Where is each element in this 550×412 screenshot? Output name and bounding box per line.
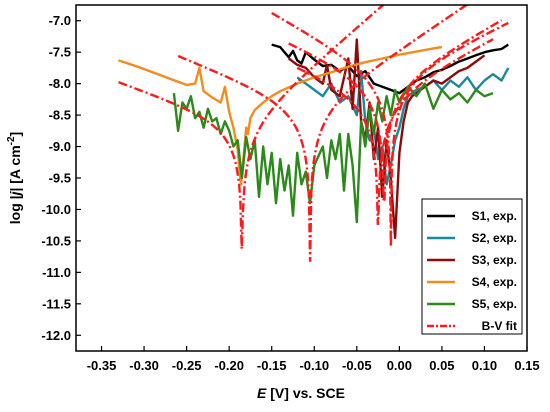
x-tick-label: -0.05: [342, 358, 372, 373]
y-tick-label: -7.5: [49, 45, 71, 60]
x-tick-label: 0.05: [429, 358, 454, 373]
y-tick-label: -12.0: [41, 328, 71, 343]
x-tick-label: -0.30: [129, 358, 159, 373]
y-tick-label: -8.0: [49, 76, 71, 91]
y-axis-label: log |j| [A cm-2]: [6, 132, 23, 224]
fit-line-2: [177, 5, 469, 262]
x-axis: -0.35 -0.30 -0.25 -0.20 -0.15 -0.10 -0.05 0.00 0…: [87, 346, 540, 373]
x-tick-label: 0.15: [514, 358, 539, 373]
y-tick-label: -10.5: [41, 233, 71, 248]
legend-label: S2, exp.: [472, 231, 517, 245]
y-tick-label: -11.0: [42, 265, 71, 280]
y-tick-label: -7.0: [49, 13, 71, 28]
legend-label: S3, exp.: [472, 253, 517, 267]
x-tick-label: -0.10: [299, 358, 329, 373]
y-tick-label: -10.0: [41, 202, 71, 217]
x-tick-label: -0.35: [87, 358, 117, 373]
x-tick-label: -0.15: [257, 358, 287, 373]
series-line-s1: [271, 43, 509, 95]
y-tick-label: -9.5: [49, 171, 71, 186]
y-tick-label: -11.5: [42, 296, 71, 311]
y-tick-label: -9.0: [49, 139, 71, 154]
legend: S1, exp. S2, exp. S3, exp. S4, exp. S5, exp.…: [421, 198, 523, 335]
y-tick-label: -8.5: [49, 108, 71, 123]
y-axis: -7.0 -7.5 -8.0 -8.5 -9.0 -9.5 -10.0 -10.5 -11.0 -…: [41, 13, 81, 343]
x-tick-label: 0.10: [472, 358, 497, 373]
fit-line-4: [288, 19, 503, 203]
x-axis-label: E [V] vs. SCE: [257, 385, 345, 401]
legend-label: S1, exp.: [472, 209, 517, 223]
x-tick-label: -0.20: [214, 358, 244, 373]
legend-label: B-V fit: [482, 319, 517, 333]
legend-label: S4, exp.: [472, 275, 517, 289]
legend-box: [421, 198, 523, 335]
x-tick-label: 0.00: [387, 358, 412, 373]
legend-label: S5, exp.: [472, 297, 517, 311]
fit-line-1: [118, 5, 385, 249]
x-tick-label: -0.25: [172, 358, 202, 373]
fit-layer: [118, 5, 509, 262]
